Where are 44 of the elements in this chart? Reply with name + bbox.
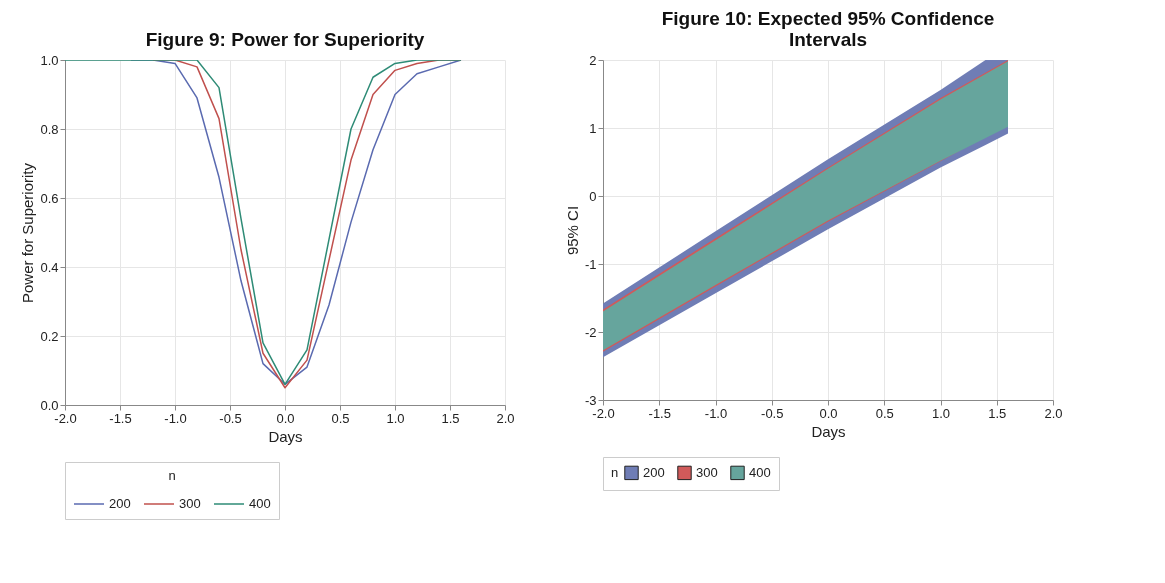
x-tick-label: 0.0 (276, 410, 295, 426)
legend-label: 300 (179, 496, 201, 511)
y-tick-label: -3 (584, 392, 597, 408)
x-tick-label: -1.5 (109, 410, 132, 426)
x-tick-label: 1.0 (386, 410, 405, 426)
chart-title: Figure 10: Expected 95% Confidence Intervals (661, 8, 995, 50)
x-tick-label: 0.5 (875, 405, 894, 421)
y-tick-label: 2 (589, 52, 597, 68)
y-tick-label: 0.4 (40, 259, 59, 275)
y-tick-label: 0.2 (40, 328, 59, 344)
x-tick-label: -0.5 (761, 405, 784, 421)
legend-label: 200 (109, 496, 131, 511)
legend-label: 400 (249, 496, 271, 511)
x-tick-label: 2.0 (1044, 405, 1063, 421)
legend-label: 300 (696, 464, 718, 480)
legend-title: n (168, 468, 176, 483)
chart-title: Figure 9: Power for Superiority (145, 29, 425, 50)
x-tick-label: 1.5 (441, 410, 460, 426)
y-tick-label: 1.0 (40, 52, 59, 68)
legend-label: 400 (749, 464, 771, 480)
x-axis-title: Days (268, 427, 303, 445)
x-tick-label: -1.0 (704, 405, 728, 421)
x-axis-title: Days (811, 422, 846, 440)
x-tick-label: 0.5 (331, 410, 350, 426)
x-tick-label: 2.0 (496, 410, 515, 426)
legend-title: n (611, 465, 619, 480)
x-tick-label: 1.0 (931, 405, 951, 421)
y-tick-label: -1 (584, 256, 597, 272)
x-tick-label: 0.0 (819, 405, 838, 421)
y-tick-label: 0.6 (40, 190, 59, 206)
x-tick-label: -2.0 (592, 405, 615, 421)
x-tick-label: 1.5 (988, 405, 1007, 421)
x-tick-label: -0.5 (219, 410, 242, 426)
y-tick-label: 0.8 (40, 121, 59, 137)
legend-label: 200 (643, 464, 665, 480)
y-axis-title: Power for Superiority (19, 162, 37, 304)
y-tick-label: 0 (589, 188, 597, 204)
x-tick-label: -2.0 (54, 410, 77, 426)
x-tick-label: -1.5 (648, 405, 671, 421)
y-axis-title: 95% CI (563, 205, 581, 256)
y-tick-label: -2 (584, 324, 597, 340)
y-tick-label: 1 (589, 120, 597, 136)
x-tick-label: -1.0 (164, 410, 187, 426)
line-series (65, 60, 462, 386)
